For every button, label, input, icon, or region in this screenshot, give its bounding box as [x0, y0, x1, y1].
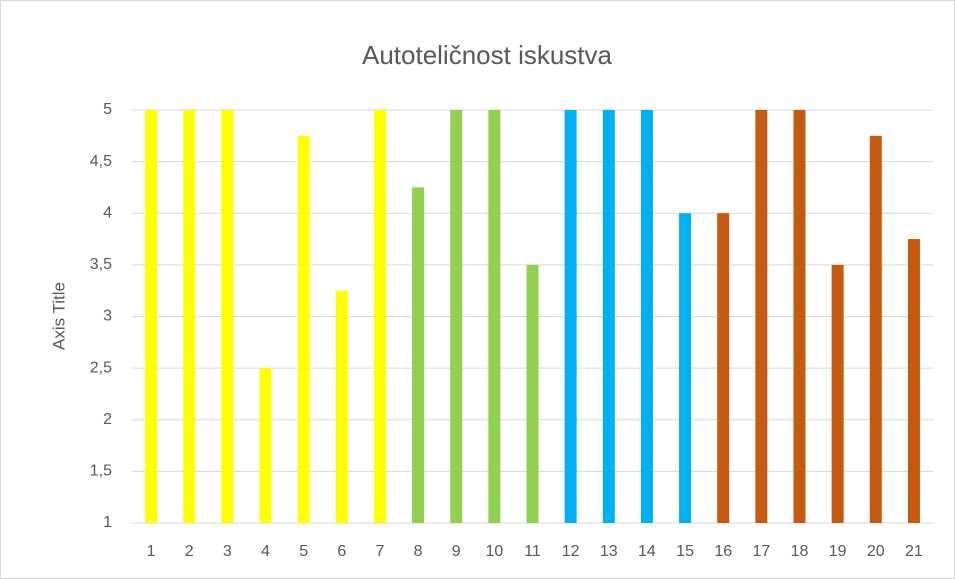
x-tick-label: 7 — [375, 543, 384, 560]
bar — [602, 110, 615, 523]
bar — [679, 213, 692, 523]
bar — [488, 110, 501, 523]
bar — [373, 110, 386, 523]
x-tick-label: 2 — [185, 543, 194, 560]
y-tick-label: 1 — [103, 514, 112, 531]
bar — [717, 213, 730, 523]
y-axis-title: Axis Title — [49, 282, 68, 350]
x-tick-label: 11 — [524, 543, 541, 560]
bar — [755, 110, 768, 523]
y-tick-label: 2 — [103, 411, 112, 428]
y-tick-label: 5 — [103, 101, 112, 118]
x-tick-label: 14 — [638, 543, 656, 560]
x-tick-label: 12 — [562, 543, 580, 560]
bar — [793, 110, 806, 523]
bar — [526, 264, 539, 523]
bar — [221, 110, 234, 523]
bar — [564, 110, 577, 523]
x-tick-label: 16 — [714, 543, 732, 560]
x-tick-label: 21 — [905, 543, 923, 560]
x-tick-label: 5 — [299, 543, 308, 560]
y-tick-label: 4 — [103, 204, 112, 221]
x-tick-label: 15 — [676, 543, 694, 560]
x-tick-label: 19 — [829, 543, 847, 560]
y-tick-label: 3,5 — [90, 256, 112, 273]
bar — [297, 135, 310, 523]
y-tick-label: 2,5 — [90, 359, 112, 376]
x-tick-label: 20 — [867, 543, 885, 560]
bar — [907, 239, 920, 523]
x-tick-label: 8 — [414, 543, 423, 560]
x-tick-label: 4 — [261, 543, 270, 560]
x-tick-label: 10 — [485, 543, 503, 560]
x-tick-label: 6 — [337, 543, 346, 560]
bar — [869, 135, 882, 523]
x-tick-label: 1 — [147, 543, 156, 560]
bar — [831, 264, 844, 523]
bar — [259, 368, 272, 523]
y-tick-label: 3 — [103, 308, 112, 325]
x-tick-label: 13 — [600, 543, 618, 560]
bar — [145, 110, 158, 523]
x-tick-label: 3 — [223, 543, 232, 560]
bar — [640, 110, 653, 523]
x-tick-label: 17 — [752, 543, 770, 560]
bar — [183, 110, 196, 523]
bar — [412, 187, 425, 523]
x-tick-label: 9 — [452, 543, 461, 560]
bar — [450, 110, 463, 523]
bar — [335, 290, 348, 523]
chart-title: Autoteličnost iskustva — [362, 40, 613, 70]
x-tick-label: 18 — [791, 543, 809, 560]
y-tick-label: 1,5 — [90, 463, 112, 480]
y-tick-label: 4,5 — [90, 153, 112, 170]
